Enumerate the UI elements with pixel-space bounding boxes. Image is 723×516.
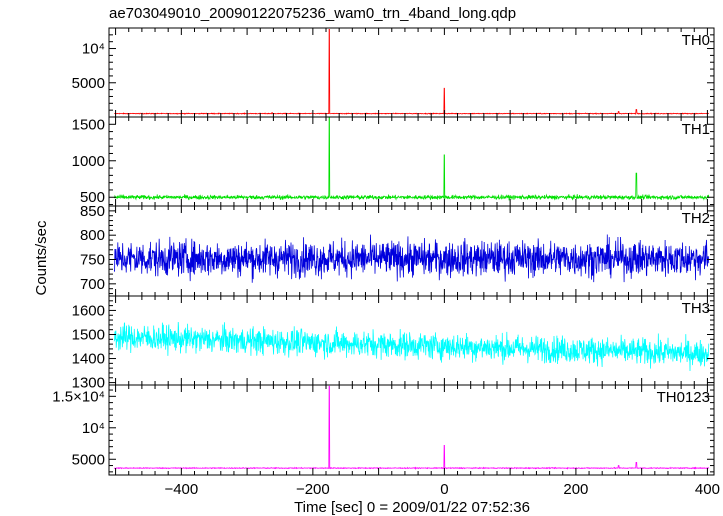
- y-tick-label: 850: [80, 203, 105, 220]
- y-tick-label: 1.5×10⁴: [52, 388, 105, 405]
- x-axis-label: Time [sec] 0 = 2009/01/22 07:52:36: [294, 499, 530, 516]
- y-tick-label: 1000: [72, 153, 105, 170]
- series-line-th3: [113, 321, 710, 372]
- series-line-th1: [113, 117, 710, 201]
- panel-th3: 1300 1400 1500 1600 TH3: [72, 295, 715, 392]
- x-tick-label: 400: [695, 481, 720, 498]
- x-tick-label: 0: [440, 481, 448, 498]
- series-line-th0123: [113, 385, 710, 471]
- y-tick-label: 750: [80, 252, 105, 269]
- panel-frame: [108, 27, 715, 118]
- y-tick-label: 1300: [72, 375, 105, 392]
- panel-frame: [108, 384, 715, 476]
- y-tick-label: 1400: [72, 351, 105, 368]
- panel-label-th2: TH2: [682, 210, 710, 227]
- x-tick-label: −200: [296, 481, 330, 498]
- y-axis-label: Counts/sec: [33, 220, 50, 296]
- chart-title: ae703049010_20090122075236_wam0_trn_4ban…: [109, 5, 516, 22]
- y-tick-label: 700: [80, 276, 105, 293]
- panel-th2: 700 750 800 850 TH2: [80, 203, 715, 297]
- panel-th1: 500 1000 1500 TH1: [72, 116, 715, 207]
- panel-label-th1: TH1: [682, 121, 710, 138]
- y-tick-label: 1500: [72, 116, 105, 133]
- panel-th0123: 5000 10⁴ 1.5×10⁴ TH0123: [52, 384, 715, 476]
- y-tick-label: 1500: [72, 326, 105, 343]
- y-tick-label: 10⁴: [82, 41, 105, 58]
- series-line-th0: [114, 28, 710, 116]
- y-tick-label: 5000: [72, 451, 105, 468]
- y-tick-label: 800: [80, 227, 105, 244]
- y-tick-label: 5000: [72, 75, 105, 92]
- panel-label-th0: TH0: [682, 32, 710, 49]
- y-tick-label: 500: [80, 189, 105, 206]
- y-tick-label: 10⁴: [82, 420, 105, 437]
- x-tick-label: 200: [563, 481, 588, 498]
- panel-frame: [108, 116, 715, 207]
- panels-group: 5000 10⁴ TH0 500 1000 1500 TH1 700 750 800 850 TH2 1…: [52, 27, 720, 498]
- x-tick-label: −400: [164, 481, 198, 498]
- panel-label-th3: TH3: [682, 300, 710, 317]
- panel-th0: 5000 10⁴ TH0: [72, 27, 715, 118]
- panel-label-th0123: TH0123: [657, 389, 710, 406]
- y-tick-label: 1600: [72, 302, 105, 319]
- series-line-th2: [113, 234, 710, 283]
